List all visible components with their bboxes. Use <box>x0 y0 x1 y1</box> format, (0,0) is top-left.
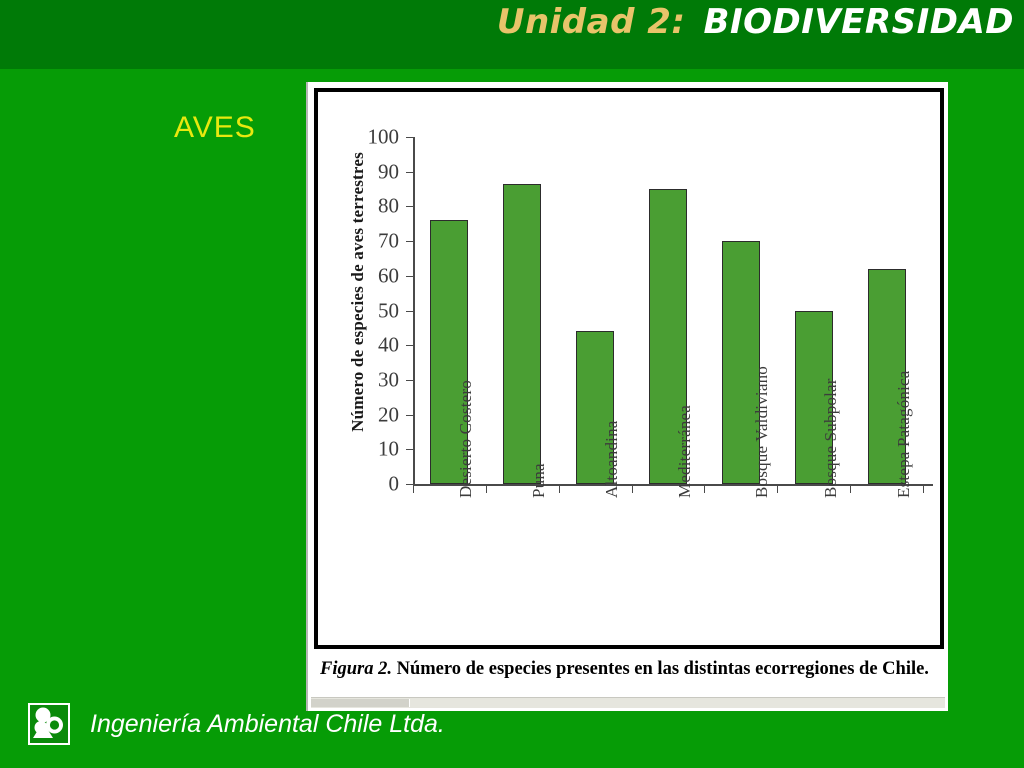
figure-caption: Figura 2. Número de especies presentes e… <box>320 657 936 681</box>
x-axis-tick-label: Desierto Costero <box>456 380 476 498</box>
y-axis-tick-label: 20 <box>378 402 399 427</box>
y-axis-tick-label: 30 <box>378 367 399 392</box>
scrollbar-thumb[interactable] <box>311 699 410 707</box>
y-axis-tick-label: 80 <box>378 193 399 218</box>
ingenieria-ambiental-chile-logo-icon <box>28 703 70 745</box>
footer-company-name: Ingeniería Ambiental Chile Ltda. <box>90 709 445 738</box>
y-axis-tick-label: 0 <box>388 471 400 496</box>
x-axis-tick-label: Bosque Valdiviano <box>751 366 771 498</box>
bar <box>649 189 687 484</box>
y-axis-tick-label: 70 <box>378 228 399 253</box>
x-axis-tick <box>923 486 924 493</box>
page-title: BIODIVERSIDAD <box>703 2 1014 42</box>
bar <box>721 241 760 484</box>
figure-caption-text: Número de especies presentes en las dist… <box>391 659 929 679</box>
header-unit-label: Unidad 2: <box>496 2 686 42</box>
y-axis-tick <box>406 275 413 277</box>
y-axis-tick-label: 40 <box>378 332 399 357</box>
y-axis-tick-label: 50 <box>378 298 399 322</box>
x-axis-tick <box>704 486 706 493</box>
y-axis-tick-label: 100 <box>367 124 400 149</box>
y-axis-tick-label: 10 <box>378 436 399 461</box>
y-axis-tick <box>406 241 413 243</box>
y-axis-tick <box>406 171 413 173</box>
y-axis-tick <box>406 484 413 485</box>
header-title: Unidad 2: BIODIVERSIDAD <box>497 2 1014 42</box>
bar <box>503 183 542 484</box>
footer: Ingeniería Ambiental Chile Ltda. <box>28 703 445 745</box>
y-axis-tick <box>406 379 413 381</box>
y-axis-tick-label: 60 <box>378 263 399 288</box>
bar <box>576 331 615 484</box>
x-axis-tick <box>413 486 414 493</box>
y-axis-line <box>413 137 415 486</box>
x-axis-tick <box>558 486 560 493</box>
x-axis-tick-label: Puna <box>529 463 549 498</box>
x-axis-tick <box>850 486 852 493</box>
x-axis-tick <box>777 486 779 493</box>
horizontal-scrollbar[interactable] <box>311 697 945 708</box>
y-axis-tick <box>406 206 413 208</box>
x-axis-line <box>413 484 933 486</box>
y-axis-tick <box>406 449 413 451</box>
y-axis-tick-label: 90 <box>378 159 399 184</box>
y-axis-tick <box>406 310 413 312</box>
y-axis-tick <box>406 414 413 416</box>
bar <box>867 268 906 484</box>
x-axis-tick-label: Altoandina <box>602 420 622 498</box>
x-axis-tick <box>631 486 633 493</box>
x-axis-tick <box>485 486 487 493</box>
bar <box>794 310 833 484</box>
y-axis-tick <box>406 345 413 347</box>
bar <box>430 220 469 484</box>
figure-number: Figura 2. <box>320 659 392 679</box>
x-axis-tick-label: Estepa Patagónica <box>893 370 913 498</box>
y-axis-tick <box>406 137 413 138</box>
x-axis-tick-label: Bosque Subpolar <box>820 378 840 498</box>
section-label-aves: AVES <box>174 111 256 144</box>
header-bar: Unidad 2: BIODIVERSIDAD <box>0 0 1024 69</box>
x-axis-tick-label: Mediterránea <box>675 404 694 498</box>
